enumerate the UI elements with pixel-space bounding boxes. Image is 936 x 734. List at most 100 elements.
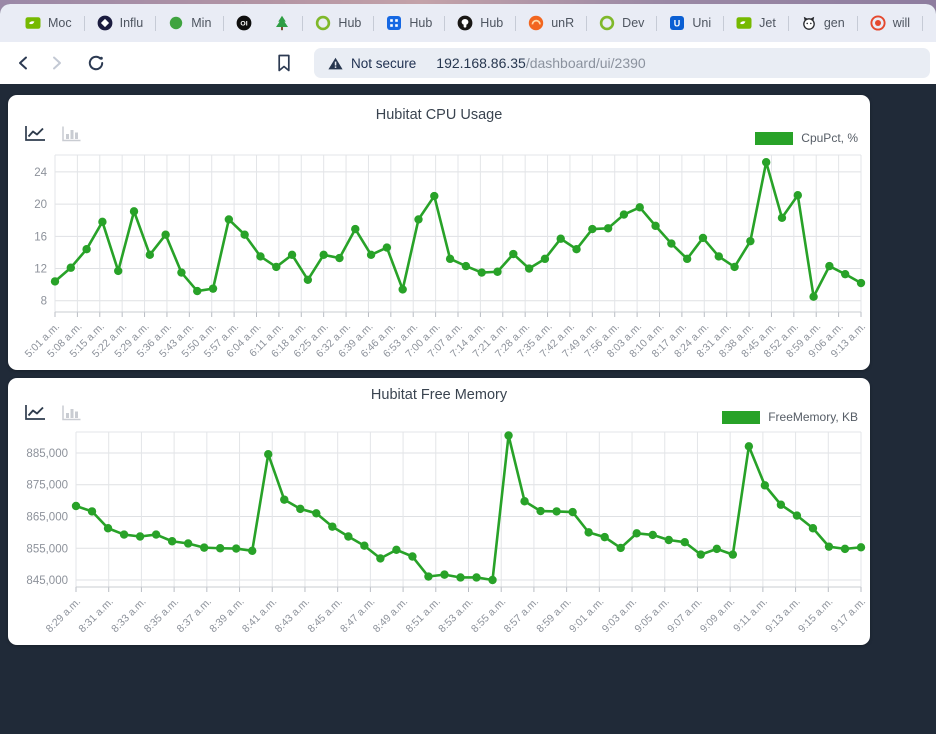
- bookmark-item[interactable]: Influ: [86, 10, 155, 36]
- svg-text:8:45 a.m.: 8:45 a.m.: [305, 596, 344, 635]
- bookmark-label: unR: [551, 16, 575, 30]
- line-chart-toggle[interactable]: [24, 124, 47, 148]
- grafana-icon: [528, 15, 544, 31]
- memory-chart-title: Hubitat Free Memory: [370, 387, 508, 403]
- svg-text:OI: OI: [241, 21, 248, 28]
- bar-chart-toggle[interactable]: [61, 125, 82, 148]
- svg-text:9:01 a.m.: 9:01 a.m.: [567, 596, 606, 635]
- bookmark-separator: [787, 15, 789, 31]
- dashboard-page: Hubitat CPU Usage: [0, 88, 936, 734]
- bookmark-item[interactable]: Min: [157, 10, 222, 36]
- oi-icon: OI: [236, 15, 252, 31]
- svg-text:9:07 a.m.: 9:07 a.m.: [665, 596, 704, 635]
- bookmark-item[interactable]: Moc: [14, 10, 83, 36]
- svg-text:885,000: 885,000: [26, 448, 68, 460]
- svg-text:8:47 a.m.: 8:47 a.m.: [338, 596, 377, 635]
- forward-button[interactable]: [40, 47, 72, 79]
- memory-legend[interactable]: FreeMemory, KB: [722, 410, 858, 424]
- bookmark-separator: [586, 15, 588, 31]
- browser-toolbar: Not secure 192.168.86.35/dashboard/ui/23…: [0, 42, 936, 84]
- svg-text:8:39 a.m.: 8:39 a.m.: [207, 596, 246, 635]
- svg-text:9:03 a.m.: 9:03 a.m.: [600, 596, 639, 635]
- cpu-legend[interactable]: CpuPct, %: [755, 131, 858, 145]
- hubitat-icon: [599, 15, 615, 31]
- svg-text:9:15 a.m.: 9:15 a.m.: [796, 596, 835, 635]
- address-bar[interactable]: Not secure 192.168.86.35/dashboard/ui/23…: [314, 48, 930, 78]
- bookmark-item[interactable]: OI: [225, 10, 263, 36]
- cpu-usage-card: Hubitat CPU Usage: [8, 95, 870, 370]
- bookmark-item[interactable]: U Uni: [658, 10, 722, 36]
- not-secure-label: Not secure: [351, 55, 417, 71]
- svg-text:9:09 a.m.: 9:09 a.m.: [698, 596, 737, 635]
- bookmark-separator: [444, 15, 446, 31]
- bookmark-item[interactable]: Hub: [375, 10, 443, 36]
- memory-chart: 845,000 855,000 865,000 875,000 885,000 8:29 …: [26, 431, 868, 635]
- back-button[interactable]: [8, 47, 40, 79]
- url-host: 192.168.86.35: [436, 55, 526, 71]
- url-text[interactable]: 192.168.86.35/dashboard/ui/2390: [436, 55, 645, 71]
- bookmark-separator: [83, 15, 85, 31]
- bookmark-item[interactable]: Hub: [304, 10, 372, 36]
- bookmark-separator: [515, 15, 517, 31]
- bookmark-item[interactable]: unR: [517, 10, 585, 36]
- svg-text:9:17 a.m.: 9:17 a.m.: [829, 596, 868, 635]
- bookmark-label: Uni: [692, 16, 712, 30]
- line-chart-icon: [25, 126, 45, 141]
- free-memory-card: Hubitat Free Memory: [8, 378, 870, 645]
- unifi-icon: U: [669, 15, 685, 31]
- cpu-chart-title: Hubitat CPU Usage: [375, 107, 503, 123]
- bookmark-item[interactable]: gen: [790, 10, 856, 36]
- nvidia-icon: [25, 15, 41, 31]
- bookmark-label: Moc: [48, 16, 72, 30]
- bookmark-item[interactable]: Jet: [725, 10, 787, 36]
- svg-text:865,000: 865,000: [26, 511, 68, 523]
- chevron-left-icon: [19, 56, 27, 70]
- bookmark-label: Jet: [759, 16, 776, 30]
- not-secure-badge[interactable]: Not secure: [328, 56, 416, 71]
- bookmark-flag-icon: [278, 54, 290, 72]
- svg-text:8:43 a.m.: 8:43 a.m.: [273, 596, 312, 635]
- bookmark-separator: [223, 15, 225, 31]
- bookmark-separator: [373, 15, 375, 31]
- svg-text:8:49 a.m.: 8:49 a.m.: [371, 596, 410, 635]
- warning-triangle-icon: [328, 57, 343, 69]
- bookmark-item[interactable]: Dev: [588, 10, 655, 36]
- github-icon: [457, 15, 473, 31]
- bar-chart-icon: [62, 126, 81, 142]
- cpu-chart-toggles: [24, 124, 82, 148]
- bookmark-item[interactable]: will: [859, 10, 921, 36]
- bookmark-label: Dev: [622, 16, 645, 30]
- bar-chart-toggle[interactable]: [61, 404, 82, 427]
- bookmark-label: Hub: [338, 16, 362, 30]
- svg-text:9:13 a.m.: 9:13 a.m.: [763, 596, 802, 635]
- shield-icon: [870, 15, 886, 31]
- bookmark-label: will: [892, 16, 911, 30]
- bookmark-separator: [856, 15, 858, 31]
- bookmark-label: Hub: [480, 16, 504, 30]
- line-chart-toggle[interactable]: [24, 403, 47, 427]
- bookmark-label: Min: [191, 16, 212, 30]
- chevron-right-icon: [53, 56, 61, 70]
- bookmark-label: Hub: [409, 16, 433, 30]
- bookmark-item[interactable]: Hub: [446, 10, 514, 36]
- bookmark-label: Influ: [119, 16, 144, 30]
- nvidia-icon: [736, 15, 752, 31]
- green-dot-icon: [168, 15, 184, 31]
- svg-text:12: 12: [34, 264, 47, 276]
- reload-button[interactable]: [80, 47, 112, 79]
- svg-text:8:35 a.m.: 8:35 a.m.: [142, 596, 181, 635]
- bookmarks-bar: Moc Influ Min OI Hub Hub Hub unR Dev U Uni Jet gen wi…: [0, 4, 936, 42]
- bookmark-flag-button[interactable]: [268, 47, 300, 79]
- svg-text:845,000: 845,000: [26, 575, 68, 587]
- svg-text:8:55 a.m.: 8:55 a.m.: [469, 596, 508, 635]
- svg-text:20: 20: [34, 199, 47, 211]
- url-path: /dashboard/ui/2390: [525, 55, 646, 71]
- bookmark-item[interactable]: [263, 10, 301, 36]
- blue-app-icon: [386, 15, 402, 31]
- influxdb-icon: [97, 15, 113, 31]
- reload-icon: [88, 55, 104, 71]
- line-chart-icon: [25, 405, 45, 420]
- bookmark-separator: [155, 15, 157, 31]
- svg-text:8:33 a.m.: 8:33 a.m.: [109, 596, 148, 635]
- svg-text:8:41 a.m.: 8:41 a.m.: [240, 596, 279, 635]
